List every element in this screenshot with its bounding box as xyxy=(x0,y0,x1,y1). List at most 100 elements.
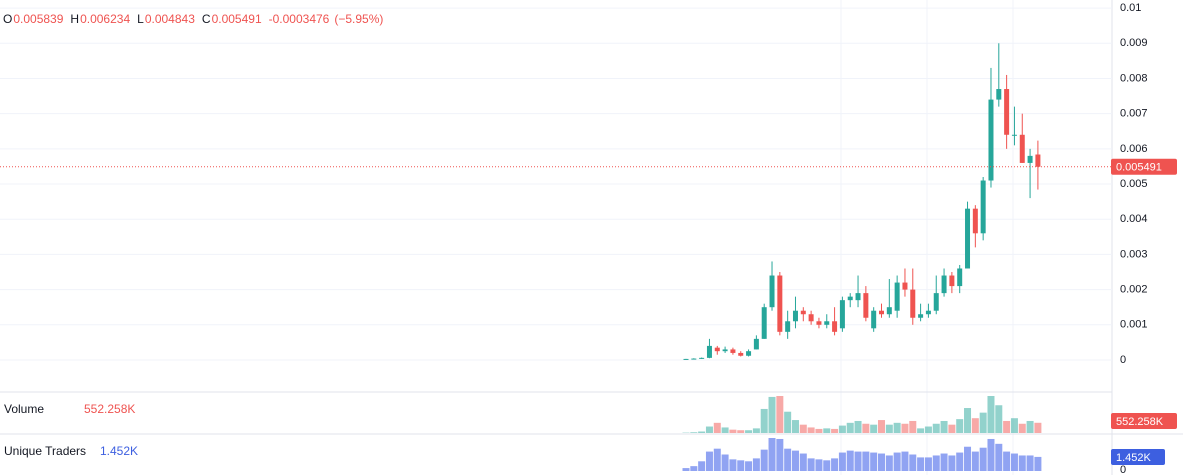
legend-text: C xyxy=(202,12,211,26)
volume-bar xyxy=(838,425,846,433)
volume-bar xyxy=(917,428,925,433)
volume-bar xyxy=(823,428,831,433)
traders-bar xyxy=(760,449,768,471)
traders-bar xyxy=(909,454,917,471)
traders-bar xyxy=(956,452,964,471)
traders-bar xyxy=(737,460,745,471)
traders-bar xyxy=(932,455,940,471)
candle-body xyxy=(816,321,822,325)
candle-body xyxy=(980,180,986,234)
volume-bar xyxy=(698,431,706,433)
candle-body xyxy=(800,310,806,315)
candle-body xyxy=(894,282,900,311)
traders-bar xyxy=(776,438,784,471)
candle-body xyxy=(863,293,869,318)
volume-bar xyxy=(1010,418,1018,433)
candle-body xyxy=(957,268,963,287)
volume-last: 552.258K xyxy=(84,402,135,416)
traders-bar xyxy=(870,452,878,471)
candle-body xyxy=(1004,89,1010,135)
traders-bar xyxy=(729,459,737,471)
candle-body xyxy=(824,321,830,325)
traders-bar xyxy=(1026,455,1034,471)
legend-text: -0.0003476 xyxy=(269,12,330,26)
last-price-badge xyxy=(1111,158,1177,175)
candle-body xyxy=(855,293,861,301)
traders-bar xyxy=(971,451,979,471)
traders-bar xyxy=(940,453,948,471)
traders-bar xyxy=(815,459,823,471)
volume-bar xyxy=(1018,423,1026,433)
traders-bar xyxy=(690,466,698,471)
traders-bar xyxy=(885,455,893,471)
candle-body xyxy=(722,349,728,352)
traders-bar xyxy=(1018,455,1026,471)
traders-bar xyxy=(768,438,776,471)
traders-last: 1.452K xyxy=(100,444,138,458)
volume-bar xyxy=(1003,420,1011,433)
traders-bar xyxy=(979,447,987,471)
traders-bar xyxy=(831,458,839,471)
traders-bar xyxy=(917,457,925,471)
candle-body xyxy=(769,275,775,308)
candle-body xyxy=(699,357,705,359)
traders-bar xyxy=(987,438,995,471)
candle-body xyxy=(1027,155,1033,163)
volume-bar xyxy=(971,418,979,433)
volume-bar xyxy=(948,424,956,433)
volume-badge xyxy=(1111,413,1177,429)
candle-body xyxy=(910,289,916,318)
traders-bar xyxy=(784,448,792,471)
last-price-label: 0.005491 xyxy=(1116,162,1162,174)
volume-bar xyxy=(705,426,713,433)
traders-bar xyxy=(846,450,854,471)
volume-bar xyxy=(791,420,799,433)
legend-text: 0.004843 xyxy=(145,12,195,26)
volume-bar xyxy=(776,396,784,433)
candle-body xyxy=(738,352,744,356)
candle-body xyxy=(1019,134,1025,163)
candle-body xyxy=(941,275,947,294)
y-tick-label: 0.005 xyxy=(1120,178,1148,190)
volume-bar xyxy=(752,428,760,433)
candle-body xyxy=(808,314,814,322)
volume-bar xyxy=(940,420,948,433)
candle-body xyxy=(777,275,783,332)
candle-body xyxy=(706,345,712,358)
y-tick-label: 0.003 xyxy=(1120,248,1148,260)
volume-bar xyxy=(831,428,839,433)
traders-bar xyxy=(901,451,909,471)
legend-text: 0.005839 xyxy=(13,12,63,26)
volume-bar xyxy=(690,432,698,433)
volume-bar xyxy=(878,420,885,433)
legend-text: L xyxy=(137,12,144,26)
volume-bar xyxy=(870,424,878,433)
legend-text: (−5.95%) xyxy=(334,12,383,26)
y-tick-label: 0.009 xyxy=(1120,37,1148,49)
volume-bar xyxy=(854,420,862,433)
traders-badge-label: 1.452K xyxy=(1116,452,1152,464)
volume-bar xyxy=(901,423,909,433)
traders-bar xyxy=(682,468,690,471)
traders-bar xyxy=(948,455,956,471)
traders-bar xyxy=(698,461,706,471)
traders-bar xyxy=(799,453,807,471)
y-tick-label: 0 xyxy=(1120,354,1126,366)
y-tick-label: 0.01 xyxy=(1120,2,1141,14)
y-tick-label: 0.001 xyxy=(1120,319,1148,331)
volume-bar xyxy=(1026,420,1034,433)
volume-bar xyxy=(745,430,753,433)
candle-body xyxy=(761,307,767,339)
traders-bar xyxy=(854,451,862,471)
candle-body xyxy=(902,282,908,290)
volume-bar xyxy=(885,424,893,433)
candle-body xyxy=(753,338,759,350)
traders-bar xyxy=(878,453,885,471)
volume-badge-label: 552.258K xyxy=(1116,416,1164,428)
y-tick-label: 0.002 xyxy=(1120,284,1148,296)
candle-body xyxy=(1011,134,1017,136)
traders-bar xyxy=(721,454,729,471)
traders-bar xyxy=(1003,451,1011,471)
traders-bar xyxy=(713,448,721,471)
